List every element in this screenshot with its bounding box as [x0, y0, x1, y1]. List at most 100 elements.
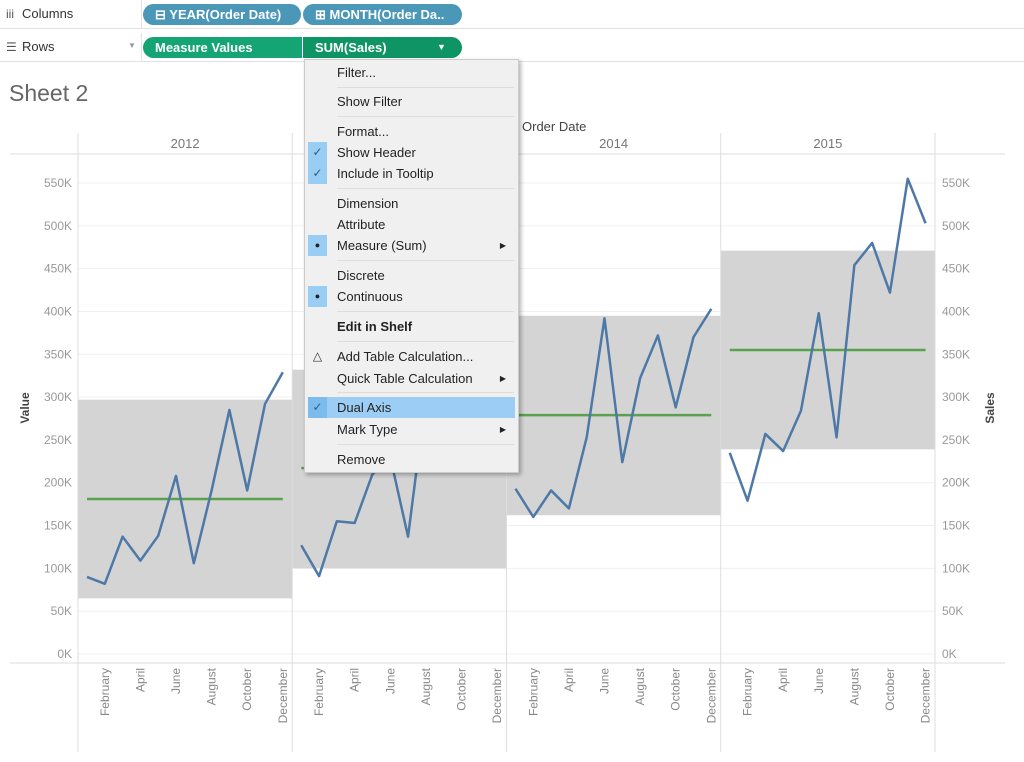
- divider: [141, 0, 142, 28]
- menu-separator: [337, 444, 514, 445]
- menu-separator: [337, 341, 514, 342]
- menu-item-label: Edit in Shelf: [337, 319, 413, 334]
- y-tick-left: 550K: [44, 176, 72, 190]
- sales-line: [86, 371, 284, 586]
- pill-label: MONTH(Order Da..: [329, 7, 445, 22]
- menu-item-mark-type[interactable]: Mark Type ▶: [305, 419, 518, 440]
- menu-item-dimension[interactable]: Dimension: [305, 193, 518, 214]
- menu-item-show-filter[interactable]: Show Filter: [305, 91, 518, 112]
- delta-icon: △: [312, 349, 323, 363]
- menu-item-label: Show Header: [337, 145, 416, 160]
- menu-item-label: Mark Type: [337, 422, 398, 437]
- menu-item-label: Measure (Sum): [337, 238, 427, 253]
- dropdown-caret-icon[interactable]: ▼: [437, 42, 446, 52]
- rows-shelf: ☰ Rows ▼ Measure Values SUM(Sales) ▼: [0, 33, 1024, 62]
- y-tick-right: 400K: [942, 304, 970, 318]
- menu-item-label: Continuous: [337, 289, 403, 304]
- pill-label: SUM(Sales): [315, 40, 387, 55]
- y-tick-left: 350K: [44, 347, 72, 361]
- month-order-date-pill[interactable]: ⊞ MONTH(Order Da..: [303, 4, 462, 25]
- menu-item-add-table-calculation[interactable]: △ Add Table Calculation...: [305, 346, 518, 367]
- column-header: Order Date: [522, 119, 586, 134]
- columns-label: Columns: [22, 6, 74, 21]
- y-tick-left: 400K: [44, 304, 72, 318]
- menu-item-quick-table-calculation[interactable]: Quick Table Calculation ▶: [305, 368, 518, 389]
- menu-item-label: Include in Tooltip: [337, 166, 434, 181]
- y-tick-left: 150K: [44, 519, 72, 533]
- menu-item-include-in-tooltip[interactable]: ✓ Include in Tooltip: [305, 163, 518, 184]
- menu-item-dual-axis[interactable]: ✓ Dual Axis: [308, 397, 515, 418]
- panel-header: 2015: [813, 136, 842, 151]
- menu-item-show-header[interactable]: ✓ Show Header: [305, 142, 518, 163]
- measure-values-pill[interactable]: Measure Values: [143, 37, 302, 58]
- radio-dot-icon: ●: [308, 235, 327, 256]
- month-tick: October: [883, 668, 897, 711]
- menu-item-label: Add Table Calculation...: [337, 349, 474, 364]
- month-tick: August: [419, 667, 433, 705]
- y-axis-label-right: Sales: [983, 392, 997, 424]
- submenu-arrow-icon: ▶: [499, 241, 506, 250]
- y-tick-left: 100K: [44, 561, 72, 575]
- panel-header: 2012: [171, 136, 200, 151]
- menu-item-label: Remove: [337, 452, 386, 467]
- menu-item-attribute[interactable]: Attribute: [305, 214, 518, 235]
- rows-label: Rows: [22, 39, 55, 54]
- month-tick: October: [240, 668, 254, 711]
- menu-separator: [337, 116, 514, 117]
- y-tick-right: 500K: [942, 219, 970, 233]
- month-tick: February: [312, 668, 326, 716]
- month-tick: June: [812, 668, 826, 694]
- pill-label: Measure Values: [155, 40, 253, 55]
- y-tick-right: 200K: [942, 476, 970, 490]
- y-tick-right: 450K: [942, 262, 970, 276]
- menu-item-label: Show Filter: [337, 94, 403, 109]
- menu-item-label: Format...: [337, 124, 390, 139]
- month-tick: April: [133, 668, 147, 692]
- dropdown-caret-icon[interactable]: ▼: [128, 41, 136, 50]
- month-tick: October: [454, 668, 468, 711]
- month-tick: December: [704, 668, 718, 723]
- menu-item-discrete[interactable]: Discrete: [305, 265, 518, 286]
- divider: [141, 33, 142, 61]
- month-tick: December: [276, 668, 290, 723]
- y-tick-right: 100K: [942, 561, 970, 575]
- menu-item-label: Dimension: [337, 196, 399, 211]
- sum-sales-pill[interactable]: SUM(Sales) ▼: [303, 37, 462, 58]
- year-order-date-pill[interactable]: ⊟ YEAR(Order Date): [143, 4, 301, 25]
- month-tick: June: [169, 668, 183, 694]
- menu-separator: [337, 260, 514, 261]
- menu-separator: [337, 87, 514, 88]
- menu-separator: [337, 392, 514, 393]
- month-tick: August: [847, 667, 861, 705]
- y-tick-right: 250K: [942, 433, 970, 447]
- menu-item-label: Quick Table Calculation: [337, 371, 473, 386]
- y-tick-left: 0K: [57, 647, 72, 661]
- menu-item-continuous[interactable]: ● Continuous: [305, 286, 518, 307]
- menu-item-format[interactable]: Format...: [305, 121, 518, 142]
- menu-item-label: Filter...: [337, 65, 377, 80]
- submenu-arrow-icon: ▶: [499, 374, 506, 383]
- y-tick-right: 150K: [942, 519, 970, 533]
- menu-separator: [337, 311, 514, 312]
- y-tick-left: 450K: [44, 262, 72, 276]
- menu-item-measure-sum[interactable]: ● Measure (Sum) ▶: [305, 235, 518, 256]
- month-tick: June: [598, 668, 612, 694]
- menu-item-remove[interactable]: Remove: [305, 449, 518, 470]
- y-tick-right: 550K: [942, 176, 970, 190]
- pill-label: YEAR(Order Date): [169, 7, 282, 22]
- menu-item-filter[interactable]: Filter...: [305, 62, 518, 83]
- radio-dot-icon: ●: [308, 286, 327, 307]
- month-tick: December: [919, 668, 933, 723]
- panel-header: 2014: [599, 136, 628, 151]
- month-tick: February: [526, 668, 540, 716]
- y-tick-right: 350K: [942, 347, 970, 361]
- month-tick: April: [776, 668, 790, 692]
- menu-item-label: Attribute: [337, 217, 386, 232]
- y-tick-right: 50K: [942, 604, 963, 618]
- month-tick: August: [205, 667, 219, 705]
- month-tick: June: [383, 668, 397, 694]
- sales-line: [728, 177, 927, 502]
- menu-item-edit-in-shelf[interactable]: Edit in Shelf: [305, 316, 518, 337]
- month-tick: February: [741, 668, 755, 716]
- submenu-arrow-icon: ▶: [499, 425, 506, 434]
